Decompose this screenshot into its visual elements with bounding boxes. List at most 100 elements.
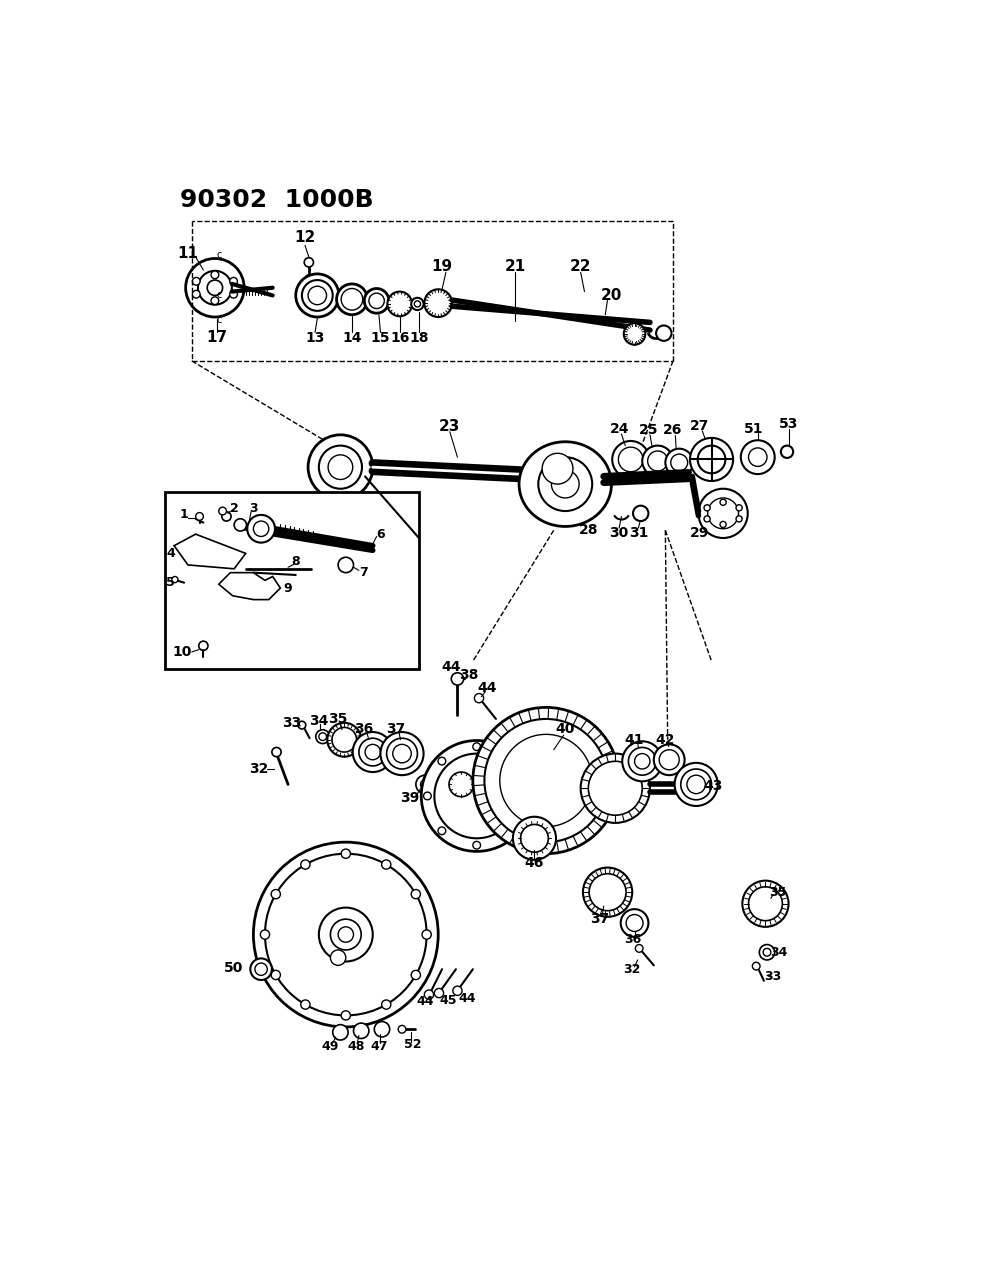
Circle shape	[354, 1023, 369, 1039]
Circle shape	[332, 728, 357, 752]
Circle shape	[411, 298, 423, 310]
Circle shape	[720, 521, 726, 528]
Text: 13: 13	[305, 330, 325, 344]
Circle shape	[353, 732, 392, 773]
Text: 30: 30	[609, 527, 628, 541]
Circle shape	[642, 445, 673, 477]
Circle shape	[633, 506, 648, 521]
Text: 44: 44	[416, 994, 434, 1009]
Text: 28: 28	[579, 523, 599, 537]
Circle shape	[306, 274, 312, 280]
Circle shape	[741, 440, 775, 474]
Text: 27: 27	[691, 419, 710, 434]
Text: 11: 11	[177, 246, 198, 260]
Circle shape	[675, 762, 717, 806]
Circle shape	[698, 445, 725, 473]
Circle shape	[589, 761, 642, 815]
Circle shape	[198, 270, 232, 305]
Text: 32: 32	[249, 762, 269, 776]
Circle shape	[308, 435, 373, 500]
Circle shape	[687, 775, 706, 793]
Circle shape	[473, 842, 481, 849]
Circle shape	[295, 274, 339, 317]
Text: 12: 12	[294, 231, 315, 245]
Circle shape	[434, 988, 444, 998]
Circle shape	[234, 519, 247, 532]
Circle shape	[763, 949, 771, 956]
Text: 90302  1000B: 90302 1000B	[180, 187, 374, 212]
Circle shape	[230, 278, 238, 286]
Circle shape	[752, 963, 760, 970]
Circle shape	[626, 914, 643, 932]
Circle shape	[635, 945, 643, 952]
Circle shape	[255, 963, 268, 975]
Circle shape	[690, 437, 733, 481]
Circle shape	[341, 288, 363, 310]
Circle shape	[671, 454, 688, 470]
Text: 41: 41	[624, 733, 644, 747]
Circle shape	[328, 455, 353, 479]
Text: 52: 52	[404, 1038, 421, 1051]
Circle shape	[386, 738, 417, 769]
Circle shape	[665, 449, 693, 477]
Text: 39: 39	[400, 792, 419, 806]
Text: 2: 2	[230, 502, 239, 515]
Bar	[165, 492, 419, 669]
Circle shape	[298, 722, 306, 729]
Polygon shape	[219, 572, 280, 599]
Text: 5: 5	[166, 576, 175, 589]
Circle shape	[341, 1011, 351, 1020]
Circle shape	[781, 445, 793, 458]
Circle shape	[542, 454, 573, 484]
Circle shape	[618, 448, 643, 472]
Circle shape	[628, 747, 656, 775]
Text: 26: 26	[663, 423, 683, 437]
Circle shape	[449, 773, 474, 797]
Text: 16: 16	[390, 330, 409, 344]
Circle shape	[451, 673, 464, 685]
Circle shape	[421, 741, 532, 852]
Text: 24: 24	[609, 422, 629, 436]
Text: 36: 36	[624, 933, 641, 946]
Circle shape	[230, 291, 238, 298]
Text: 14: 14	[342, 330, 362, 344]
Circle shape	[736, 505, 742, 511]
Circle shape	[473, 743, 481, 751]
Circle shape	[192, 278, 200, 286]
Circle shape	[369, 293, 385, 309]
Circle shape	[330, 919, 361, 950]
Text: 47: 47	[371, 1039, 387, 1053]
Circle shape	[659, 750, 679, 770]
Circle shape	[438, 827, 446, 835]
Text: 23: 23	[439, 419, 461, 434]
Text: 40: 40	[556, 722, 575, 736]
Text: 37: 37	[386, 722, 405, 736]
Text: 19: 19	[431, 259, 453, 274]
Circle shape	[341, 849, 351, 858]
Text: c: c	[216, 291, 221, 301]
Circle shape	[654, 745, 685, 775]
Text: 6: 6	[377, 528, 385, 541]
Text: 48: 48	[347, 1039, 365, 1053]
Circle shape	[222, 511, 231, 521]
Circle shape	[699, 488, 748, 538]
Text: 37: 37	[591, 912, 609, 926]
Text: 8: 8	[291, 555, 300, 567]
Text: 42: 42	[656, 733, 675, 747]
Text: 9: 9	[283, 581, 292, 594]
Text: 32: 32	[622, 963, 640, 975]
Text: 33: 33	[282, 715, 301, 729]
Circle shape	[382, 1000, 390, 1010]
Circle shape	[327, 723, 361, 756]
Circle shape	[704, 505, 711, 511]
Circle shape	[507, 827, 515, 835]
Circle shape	[422, 929, 431, 940]
Text: 7: 7	[359, 566, 368, 579]
Circle shape	[748, 448, 767, 467]
Text: 4: 4	[166, 547, 175, 560]
Circle shape	[272, 890, 280, 899]
Text: 33: 33	[764, 970, 782, 983]
Circle shape	[748, 887, 782, 921]
Circle shape	[551, 470, 579, 499]
Circle shape	[438, 757, 446, 765]
